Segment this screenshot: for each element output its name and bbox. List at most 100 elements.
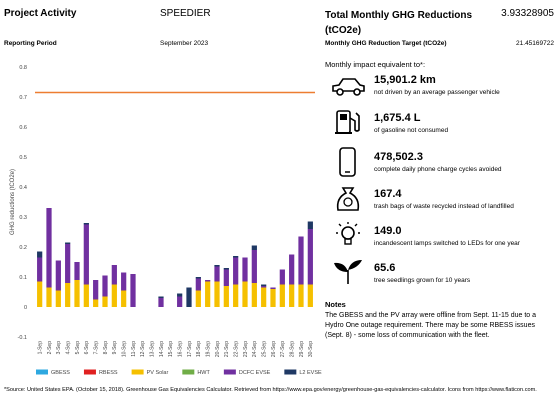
- bar-segment: [205, 281, 211, 307]
- y-tick-label: 0.7: [19, 95, 27, 101]
- bar-segment: [111, 284, 117, 307]
- bulb-icon: [336, 222, 360, 245]
- x-tick-label: 1-Sep: [37, 341, 43, 355]
- x-tick-label: 7-Sep: [93, 341, 99, 355]
- bar-segment: [289, 284, 295, 307]
- gas-icon: [335, 110, 360, 134]
- x-tick-label: 10-Sep: [121, 341, 127, 357]
- x-tick-label: 12-Sep: [140, 341, 146, 357]
- x-tick-label: 24-Sep: [252, 341, 258, 357]
- x-tick-label: 19-Sep: [205, 341, 211, 357]
- equivalent-value: 167.4: [374, 188, 402, 200]
- x-tick-label: 14-Sep: [159, 341, 165, 357]
- x-tick-label: 11-Sep: [131, 341, 137, 357]
- equivalents-title: Monthly impact equivalent to*:: [325, 60, 426, 69]
- project-name: SPEEDIER: [160, 8, 211, 19]
- x-tick-label: 26-Sep: [271, 341, 277, 357]
- bar-segment: [270, 289, 276, 307]
- legend-swatch: [284, 369, 297, 375]
- bar-segment: [65, 242, 71, 244]
- legend-label: DCFC EVSE: [239, 370, 271, 376]
- bar-segment: [177, 296, 183, 307]
- x-tick-label: 21-Sep: [224, 341, 230, 357]
- bar-segment: [233, 284, 239, 307]
- y-axis-label: GHG reductions (tCO2e): [10, 169, 16, 235]
- bar-segment: [279, 284, 285, 307]
- y-tick-label: 0: [24, 305, 27, 311]
- legend-swatch: [36, 369, 48, 375]
- equivalent-text: incandescent lamps switched to LEDs for …: [374, 240, 520, 247]
- legend-label: HWT: [197, 370, 210, 376]
- x-tick-label: 22-Sep: [233, 341, 239, 357]
- x-tick-label: 28-Sep: [289, 341, 295, 357]
- y-tick-label: 0.6: [19, 125, 27, 131]
- y-tick-label: 0.1: [19, 275, 27, 281]
- notes-title: Notes: [325, 300, 346, 309]
- bar-segment: [186, 287, 192, 307]
- chart: -0.1 0 0.1 0.2 0.3 0.4 0.5 0.6 0.7 0.8 GHG reducti…: [10, 65, 322, 376]
- x-tick-label: 23-Sep: [243, 341, 249, 357]
- x-tick-label: 8-Sep: [103, 341, 109, 355]
- legend-swatch: [182, 369, 195, 375]
- target-label: Monthly GHG Reduction Target (tCO2e): [325, 40, 447, 47]
- bar-segment: [307, 221, 313, 229]
- bar-segment: [102, 275, 108, 297]
- bar-segment: [261, 284, 267, 286]
- bar-segment: [55, 290, 61, 307]
- seedling-icon: [334, 260, 362, 284]
- y-tick-label: -0.1: [18, 335, 27, 341]
- bar-segment: [298, 236, 304, 285]
- bar-segment: [242, 257, 248, 282]
- bar-segment: [158, 298, 164, 307]
- footer: *Source: United States EPA. (October 15,…: [4, 387, 537, 393]
- bar-segment: [289, 254, 295, 285]
- y-tick-label: 0.4: [19, 185, 27, 191]
- x-tick-label: 5-Sep: [75, 341, 81, 355]
- x-tick-label: 6-Sep: [84, 341, 90, 355]
- phone-icon: [339, 147, 356, 177]
- bar-segment: [158, 296, 164, 298]
- bar-segment: [251, 245, 257, 250]
- x-tick-label: 16-Sep: [177, 341, 183, 357]
- bar-segment: [223, 268, 229, 270]
- bar-segment: [74, 280, 80, 307]
- bar-segment: [298, 284, 304, 307]
- x-tick-label: 27-Sep: [280, 341, 286, 357]
- bar-segment: [93, 280, 99, 300]
- bar-segment: [65, 244, 71, 283]
- car-icon: [332, 78, 365, 96]
- bar-segment: [55, 260, 61, 291]
- y-tick-label: 0.8: [19, 65, 27, 71]
- target-value: 21.45169722: [516, 40, 554, 47]
- legend-label: GBESS: [51, 370, 70, 376]
- equivalent-value: 65.6: [374, 262, 396, 274]
- bar-segment: [46, 208, 52, 288]
- equivalent-text: tree seedlings grown for 10 years: [374, 277, 471, 284]
- legend-swatch: [83, 369, 96, 375]
- bar-segment: [121, 290, 127, 307]
- equivalent-text: not driven by an average passenger vehic…: [374, 89, 500, 96]
- bar-segment: [279, 269, 285, 285]
- period: September 2023: [160, 40, 209, 47]
- x-tick-label: 9-Sep: [112, 341, 118, 355]
- x-tick-label: 30-Sep: [308, 341, 314, 357]
- equivalent-text: trash bags of waste recycled instead of …: [374, 203, 514, 210]
- bar-segment: [251, 250, 257, 283]
- x-tick-label: 4-Sep: [65, 341, 71, 355]
- bar-segment: [307, 229, 313, 285]
- bar-segment: [214, 266, 220, 282]
- bar-segment: [223, 269, 229, 286]
- bar-segment: [233, 257, 239, 285]
- total-value: 3.93328905: [501, 8, 554, 19]
- bar-segment: [74, 262, 80, 280]
- bar-segment: [46, 287, 52, 307]
- bar-segment: [83, 224, 89, 285]
- total-label: Total Monthly GHG Reductions (tCO2e): [325, 10, 473, 36]
- equivalent-text: of gasoline not consumed: [374, 127, 449, 134]
- x-tick-label: 3-Sep: [56, 341, 62, 355]
- project-label: Project Activity: [4, 8, 77, 19]
- bar-segment: [37, 251, 43, 258]
- period-label: Reporting Period: [4, 40, 57, 47]
- bar-segment: [261, 286, 267, 288]
- bar-segment: [195, 278, 201, 291]
